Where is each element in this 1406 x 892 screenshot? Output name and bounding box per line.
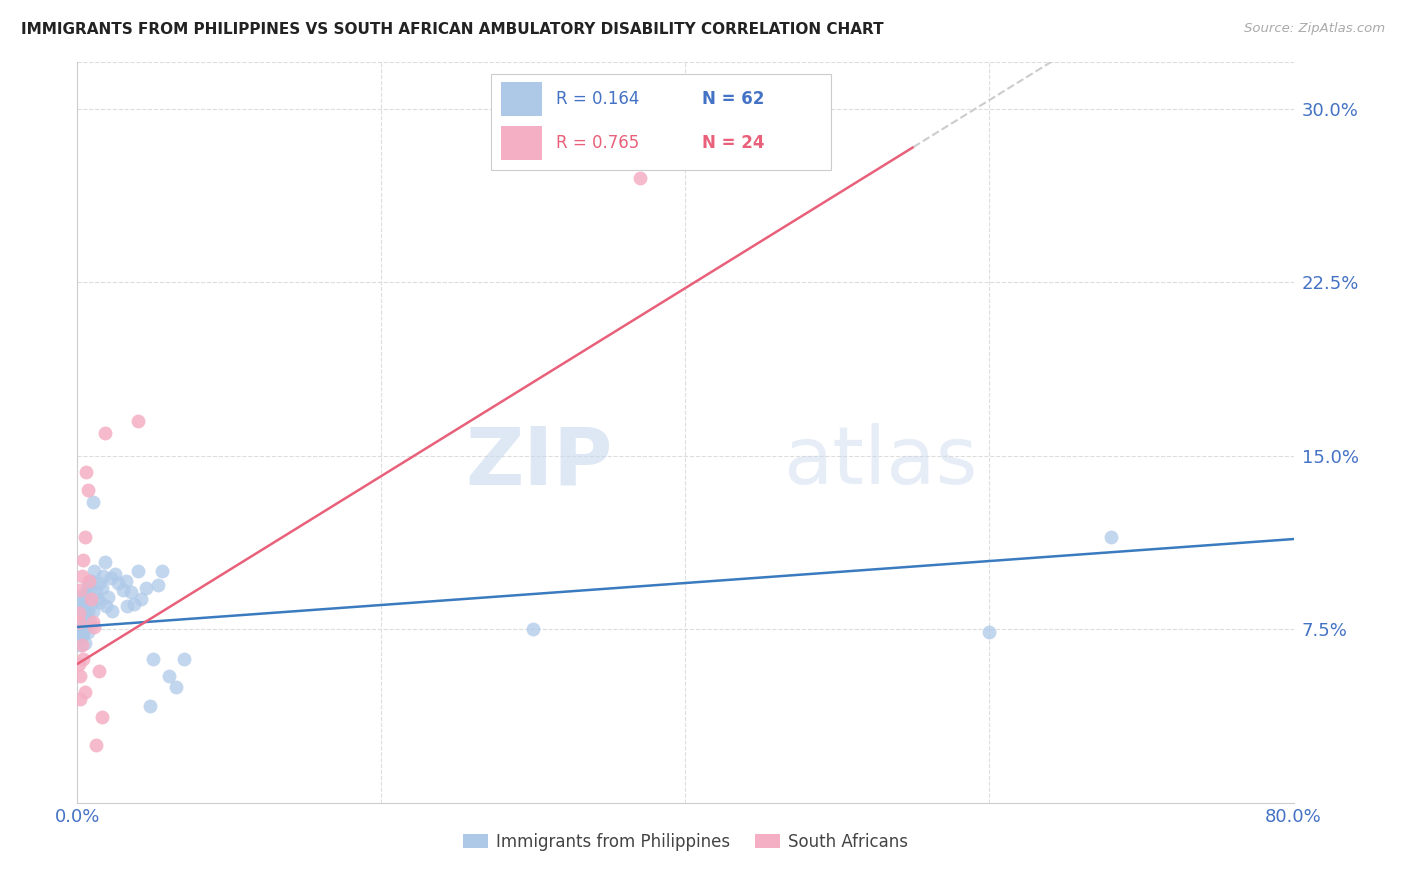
Point: [73, 636, 96, 650]
Point: [69, 691, 91, 706]
Point: [111, 582, 134, 597]
Point: [83, 565, 105, 579]
Point: [67, 615, 90, 630]
Point: [93, 555, 115, 569]
Point: [93, 425, 115, 440]
Point: [96, 599, 118, 614]
Text: ZIP: ZIP: [465, 423, 613, 501]
Point: [117, 599, 139, 614]
Point: [69, 668, 91, 682]
Point: [72, 588, 94, 602]
Point: [120, 585, 142, 599]
Point: [89, 594, 111, 608]
Point: [70, 592, 93, 607]
Point: [82, 615, 104, 630]
Point: [97, 590, 120, 604]
Point: [1099, 530, 1122, 544]
Point: [86, 592, 108, 607]
Point: [75, 617, 97, 632]
Point: [67, 657, 90, 671]
Point: [70, 613, 93, 627]
Point: [73, 530, 96, 544]
Point: [80, 574, 103, 588]
Point: [91, 569, 114, 583]
Point: [79, 582, 101, 597]
Point: [73, 620, 96, 634]
Point: [77, 578, 100, 592]
Point: [522, 622, 544, 636]
Point: [84, 738, 107, 752]
Point: [80, 597, 103, 611]
Point: [90, 581, 112, 595]
Point: [82, 604, 104, 618]
Point: [84, 585, 107, 599]
Point: [72, 553, 94, 567]
Point: [72, 652, 94, 666]
Point: [73, 685, 96, 699]
Point: [79, 613, 101, 627]
Point: [165, 680, 187, 694]
Point: [69, 639, 91, 653]
Text: IMMIGRANTS FROM PHILIPPINES VS SOUTH AFRICAN AMBULATORY DISABILITY CORRELATION C: IMMIGRANTS FROM PHILIPPINES VS SOUTH AFR…: [21, 22, 884, 37]
Point: [127, 414, 149, 428]
Point: [628, 171, 651, 186]
Point: [77, 604, 100, 618]
Point: [100, 571, 122, 585]
Point: [67, 606, 90, 620]
Point: [77, 624, 100, 639]
Point: [69, 610, 91, 624]
Point: [82, 495, 104, 509]
Point: [122, 597, 145, 611]
Point: [83, 620, 105, 634]
Point: [142, 652, 165, 666]
Point: [75, 585, 97, 599]
Point: [69, 601, 91, 615]
Text: atlas: atlas: [783, 423, 977, 501]
Point: [67, 615, 90, 630]
Point: [139, 698, 162, 713]
Point: [69, 620, 91, 634]
Point: [70, 639, 93, 653]
Point: [72, 627, 94, 641]
Legend: Immigrants from Philippines, South Africans: Immigrants from Philippines, South Afric…: [456, 826, 915, 857]
Point: [173, 652, 195, 666]
Point: [72, 604, 94, 618]
Point: [152, 565, 174, 579]
Point: [75, 465, 97, 479]
Point: [127, 565, 149, 579]
Point: [90, 710, 112, 724]
Text: Source: ZipAtlas.com: Source: ZipAtlas.com: [1244, 22, 1385, 36]
Point: [70, 629, 93, 643]
Point: [135, 581, 157, 595]
Point: [146, 578, 169, 592]
Point: [87, 576, 110, 591]
Point: [157, 668, 180, 682]
Point: [129, 592, 152, 607]
Point: [87, 664, 110, 678]
Point: [979, 624, 1001, 639]
Point: [101, 604, 124, 618]
Point: [70, 569, 93, 583]
Point: [75, 606, 97, 620]
Point: [77, 483, 100, 498]
Point: [67, 632, 90, 646]
Point: [70, 599, 93, 614]
Point: [69, 582, 91, 597]
Point: [73, 594, 96, 608]
Point: [107, 576, 129, 591]
Point: [104, 566, 127, 581]
Point: [115, 574, 138, 588]
Point: [80, 592, 103, 607]
Point: [67, 622, 90, 636]
Point: [67, 606, 90, 620]
Point: [79, 574, 101, 588]
